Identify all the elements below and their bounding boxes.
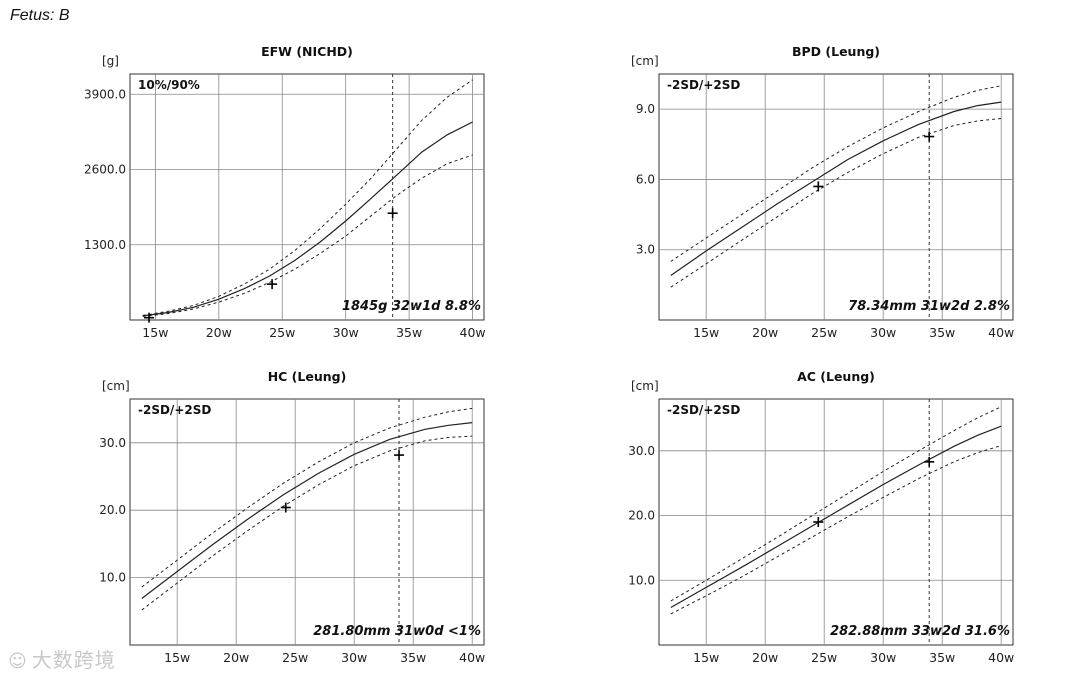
measurement-point bbox=[144, 312, 155, 323]
chart-title: EFW (NICHD) bbox=[261, 44, 353, 59]
series-line-50 bbox=[142, 121, 473, 317]
y-unit-label: [cm] bbox=[631, 54, 659, 68]
y-unit-label: [g] bbox=[102, 54, 119, 68]
watermark: ☺ 大数跨境 bbox=[8, 644, 116, 673]
series-line-2sd bbox=[141, 407, 473, 588]
chart-title: BPD (Leung) bbox=[792, 44, 880, 59]
x-tick-label: 30w bbox=[333, 325, 359, 340]
x-tick-label: 35w bbox=[396, 325, 422, 340]
x-tick-label: 20w bbox=[752, 650, 778, 665]
y-tick-label: 20.0 bbox=[628, 509, 655, 523]
x-tick-label: 40w bbox=[459, 650, 485, 665]
legend-label: -2SD/+2SD bbox=[138, 403, 211, 417]
x-tick-label: 25w bbox=[282, 650, 308, 665]
x-tick-label: 20w bbox=[206, 325, 232, 340]
x-tick-label: 35w bbox=[400, 650, 426, 665]
measurement-point bbox=[280, 502, 291, 513]
measurement-point bbox=[394, 450, 405, 461]
series-line-90 bbox=[142, 79, 473, 316]
measurement-point bbox=[813, 517, 824, 527]
measurement-point bbox=[813, 181, 824, 192]
series-line-2sd bbox=[141, 435, 473, 611]
x-tick-label: 15w bbox=[164, 650, 190, 665]
chart-title: HC (Leung) bbox=[268, 369, 347, 384]
x-tick-label: 30w bbox=[870, 325, 896, 340]
series-line-10 bbox=[142, 154, 473, 317]
x-tick-label: 20w bbox=[752, 325, 778, 340]
x-tick-label: 40w bbox=[988, 650, 1014, 665]
y-unit-label: [cm] bbox=[631, 379, 659, 393]
measurement-summary: 281.80mm 31w0d <1% bbox=[313, 624, 481, 639]
measurement-summary: 282.88mm 33w2d 31.6% bbox=[830, 624, 1010, 639]
y-tick-label: 10.0 bbox=[628, 573, 655, 587]
x-tick-label: 25w bbox=[811, 325, 837, 340]
x-tick-label: 20w bbox=[223, 650, 249, 665]
x-tick-label: 40w bbox=[988, 325, 1014, 340]
y-tick-label: 10.0 bbox=[99, 571, 126, 585]
plot-area bbox=[658, 398, 1014, 646]
y-tick-label: 6.0 bbox=[636, 172, 655, 186]
legend-label: 10%/90% bbox=[138, 78, 200, 92]
legend-label: -2SD/+2SD bbox=[667, 78, 740, 92]
efw-chart: EFW (NICHD) [g] 15w 20w 25w 30w 35w 40w 1300.0 26… bbox=[84, 44, 486, 340]
x-tick-label: 15w bbox=[142, 325, 168, 340]
x-tick-label: 40w bbox=[460, 325, 486, 340]
watermark-logo-icon: ☺ bbox=[8, 651, 28, 672]
measurement-summary: 1845g 32w1d 8.8% bbox=[342, 299, 481, 314]
plot-area bbox=[129, 73, 485, 321]
watermark-text: 大数跨境 bbox=[31, 648, 116, 672]
y-tick-label: 30.0 bbox=[99, 436, 126, 450]
measurement-point bbox=[924, 456, 935, 467]
bpd-chart: BPD (Leung) [cm] 15w 20w 25w 30w 35w 40w 3.0 6.0 9… bbox=[631, 44, 1014, 340]
series-line-2sd bbox=[670, 118, 1002, 288]
measurement-point bbox=[387, 208, 398, 219]
hc-chart-panel: HC (Leung) [cm] 15w 20w 25w 30w 35w 40w 10.0 20.0… bbox=[88, 367, 498, 667]
x-tick-label: 35w bbox=[929, 650, 955, 665]
y-tick-label: 3900.0 bbox=[84, 87, 126, 101]
x-tick-label: 15w bbox=[693, 325, 719, 340]
y-tick-label: 2600.0 bbox=[84, 163, 126, 177]
efw-chart-panel: EFW (NICHD) [g] 15w 20w 25w 30w 35w 40w 1300.0 26… bbox=[84, 42, 498, 342]
series-line-2sd bbox=[670, 406, 1002, 602]
series-line-mean bbox=[670, 101, 1002, 276]
y-tick-label: 9.0 bbox=[636, 102, 655, 116]
plot-area bbox=[658, 73, 1014, 321]
measurement-point bbox=[924, 131, 935, 142]
hc-chart: HC (Leung) [cm] 15w 20w 25w 30w 35w 40w 10.0 20.0… bbox=[99, 369, 485, 665]
measurement-point bbox=[267, 279, 278, 290]
x-tick-label: 25w bbox=[811, 650, 837, 665]
ac-chart: AC (Leung) [cm] 15w 20w 25w 30w 35w 40w 10.0 20.0… bbox=[628, 369, 1014, 665]
x-tick-label: 25w bbox=[269, 325, 295, 340]
y-unit-label: [cm] bbox=[102, 379, 130, 393]
y-tick-label: 30.0 bbox=[628, 444, 655, 458]
series-line-mean bbox=[670, 425, 1002, 609]
measurement-summary: 78.34mm 31w2d 2.8% bbox=[848, 299, 1010, 314]
y-tick-label: 3.0 bbox=[636, 243, 655, 257]
series-line-2sd bbox=[670, 85, 1002, 262]
x-tick-label: 15w bbox=[693, 650, 719, 665]
plot-area bbox=[129, 398, 485, 646]
series-line-mean bbox=[141, 422, 473, 599]
y-tick-label: 1300.0 bbox=[84, 238, 126, 252]
y-tick-label: 20.0 bbox=[99, 503, 126, 517]
x-tick-label: 35w bbox=[929, 325, 955, 340]
x-tick-label: 30w bbox=[341, 650, 367, 665]
x-tick-label: 30w bbox=[870, 650, 896, 665]
legend-label: -2SD/+2SD bbox=[667, 403, 740, 417]
page-title: Fetus: B bbox=[10, 7, 70, 24]
bpd-chart-panel: BPD (Leung) [cm] 15w 20w 25w 30w 35w 40w 3.0 6.0 9… bbox=[617, 42, 1027, 342]
ac-chart-panel: AC (Leung) [cm] 15w 20w 25w 30w 35w 40w 10.0 20.0… bbox=[617, 367, 1027, 667]
series-line-2sd bbox=[670, 445, 1002, 615]
chart-title: AC (Leung) bbox=[797, 369, 875, 384]
